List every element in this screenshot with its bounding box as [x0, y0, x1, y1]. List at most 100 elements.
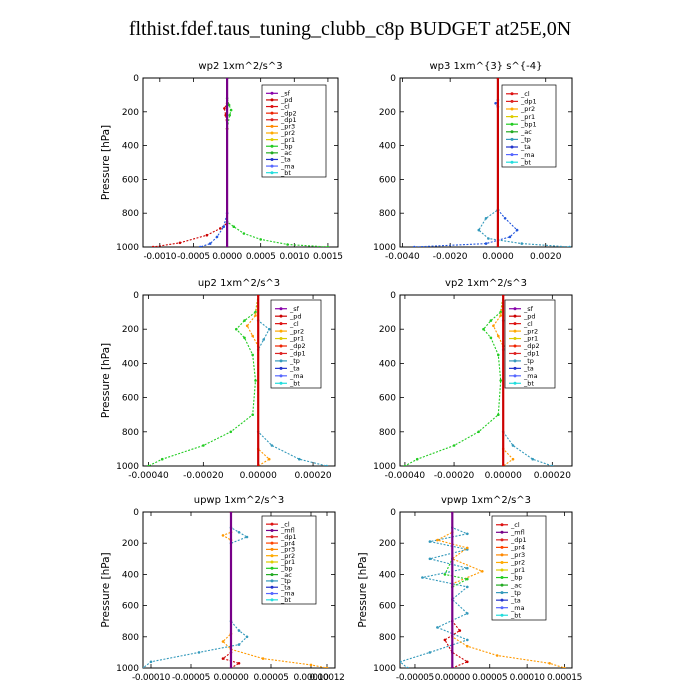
legend-marker	[270, 151, 274, 155]
legend-marker	[270, 164, 274, 168]
x-tick-label: 0.00012	[309, 673, 344, 683]
data-point-pr2	[495, 654, 499, 657]
y-tick-label: 600	[379, 602, 396, 612]
chart-panel-3: up2 1xm^2/s^3 0 200 400 600 800 1000 Pressure […	[100, 278, 336, 481]
y-tick-label: 1000	[373, 664, 396, 674]
legend-label: _pr1	[289, 335, 304, 343]
data-point-tp	[428, 651, 432, 654]
legend-marker	[513, 314, 517, 318]
legend-marker	[279, 322, 283, 326]
data-point-pd	[501, 464, 505, 466]
data-point-tp	[520, 242, 524, 245]
data-point-dp1	[221, 657, 225, 660]
x-tick-label: 0.00000	[240, 471, 277, 481]
data-point-ac	[259, 238, 263, 241]
x-tick-label: 0.00010	[510, 673, 546, 683]
legend-label: _dp1	[523, 350, 540, 358]
legend-marker	[510, 122, 514, 126]
y-tick-label: 600	[379, 394, 396, 404]
legend-marker	[500, 606, 504, 610]
plot-frame	[399, 77, 573, 248]
data-point-bt	[225, 78, 229, 80]
data-point-bt	[229, 512, 233, 514]
y-tick-label: 600	[122, 602, 139, 612]
legend-marker	[270, 573, 274, 577]
legend-marker	[270, 124, 274, 128]
data-point-tp	[466, 566, 469, 570]
data-point-ac	[232, 225, 236, 228]
data-point-tp	[531, 457, 534, 461]
y-tick-label: 400	[379, 359, 396, 369]
legend-label: _pr1	[280, 558, 295, 566]
data-point-ac	[286, 243, 289, 246]
y-tick-label: 600	[379, 175, 396, 185]
legend-marker	[270, 522, 274, 526]
legend-label: _sf	[280, 90, 291, 98]
x-tick-label: 0.00020	[534, 471, 571, 481]
legend-label: _ac	[280, 149, 292, 157]
data-point-pr2	[254, 314, 257, 317]
x-tick-label: -0.00010	[132, 673, 171, 683]
x-tick-label: 0.00000	[435, 673, 471, 683]
legend-marker	[513, 307, 517, 311]
data-point-pd	[205, 233, 209, 237]
legend-label: _ta	[510, 596, 521, 604]
legend-label: _cl	[520, 90, 530, 98]
x-tick-label: 0.0020	[530, 252, 562, 262]
y-tick-label: 600	[122, 175, 139, 185]
legend-box	[270, 299, 322, 389]
data-point-tp	[511, 444, 515, 447]
data-point-tp	[400, 660, 402, 664]
y-tick-label: 200	[379, 539, 396, 549]
legend-label: _mfl	[510, 529, 525, 537]
legend-label: _dp1	[520, 98, 537, 106]
x-tick-label: 0.00005	[472, 673, 507, 683]
data-point-tp	[487, 237, 490, 240]
legend-marker	[510, 145, 514, 149]
legend-marker	[270, 566, 274, 570]
legend-label: _pr2	[510, 559, 525, 567]
legend-label: _tp	[289, 357, 300, 365]
data-point-dp1	[243, 336, 246, 340]
x-tick-label: 0.00015	[547, 673, 582, 683]
series-line-tp	[143, 512, 249, 668]
data-point-tp	[237, 643, 241, 646]
series-line-ta	[200, 78, 228, 247]
legend-marker	[270, 554, 274, 558]
data-point-bt	[229, 666, 233, 668]
legend-marker	[510, 107, 514, 111]
legend-label: _pd	[280, 96, 293, 104]
data-point-dp1	[443, 638, 447, 642]
data-point-pr2	[466, 644, 469, 648]
legend-marker	[270, 157, 274, 161]
data-point-pd	[256, 464, 260, 466]
data-point-pr2	[499, 314, 503, 317]
data-point-pr2	[221, 534, 225, 537]
data-point-tp	[428, 557, 432, 561]
data-point-dp1	[477, 430, 480, 434]
data-point-pr2	[309, 663, 313, 667]
data-point-tp	[149, 660, 153, 664]
data-point-ac	[326, 245, 330, 247]
y-tick-label: 800	[379, 633, 396, 643]
legend-label: _bt	[520, 158, 531, 166]
legend-marker	[279, 329, 283, 333]
legend-marker	[510, 137, 514, 141]
y-tick-label: 800	[122, 428, 139, 438]
data-point-pr2	[221, 640, 225, 643]
data-point-tp	[143, 666, 145, 668]
data-point-dp1	[497, 413, 500, 417]
data-point-pd	[223, 107, 226, 110]
chart-panel-5: upwp 1xm^2/s^3 0 200 400 600 800 1000 Pressure …	[100, 495, 345, 683]
plot-frame	[399, 511, 573, 669]
data-point-dp1	[254, 379, 257, 382]
legend-label: _ac	[520, 128, 532, 136]
legend-marker	[510, 115, 514, 119]
data-point-dp1	[243, 319, 246, 322]
data-point-bt	[451, 666, 454, 668]
legend-label: _bt	[289, 379, 300, 387]
panel-title: upwp 1xm^2/s^3	[194, 495, 284, 506]
data-point-pd	[151, 245, 155, 247]
legend-marker	[270, 585, 274, 589]
